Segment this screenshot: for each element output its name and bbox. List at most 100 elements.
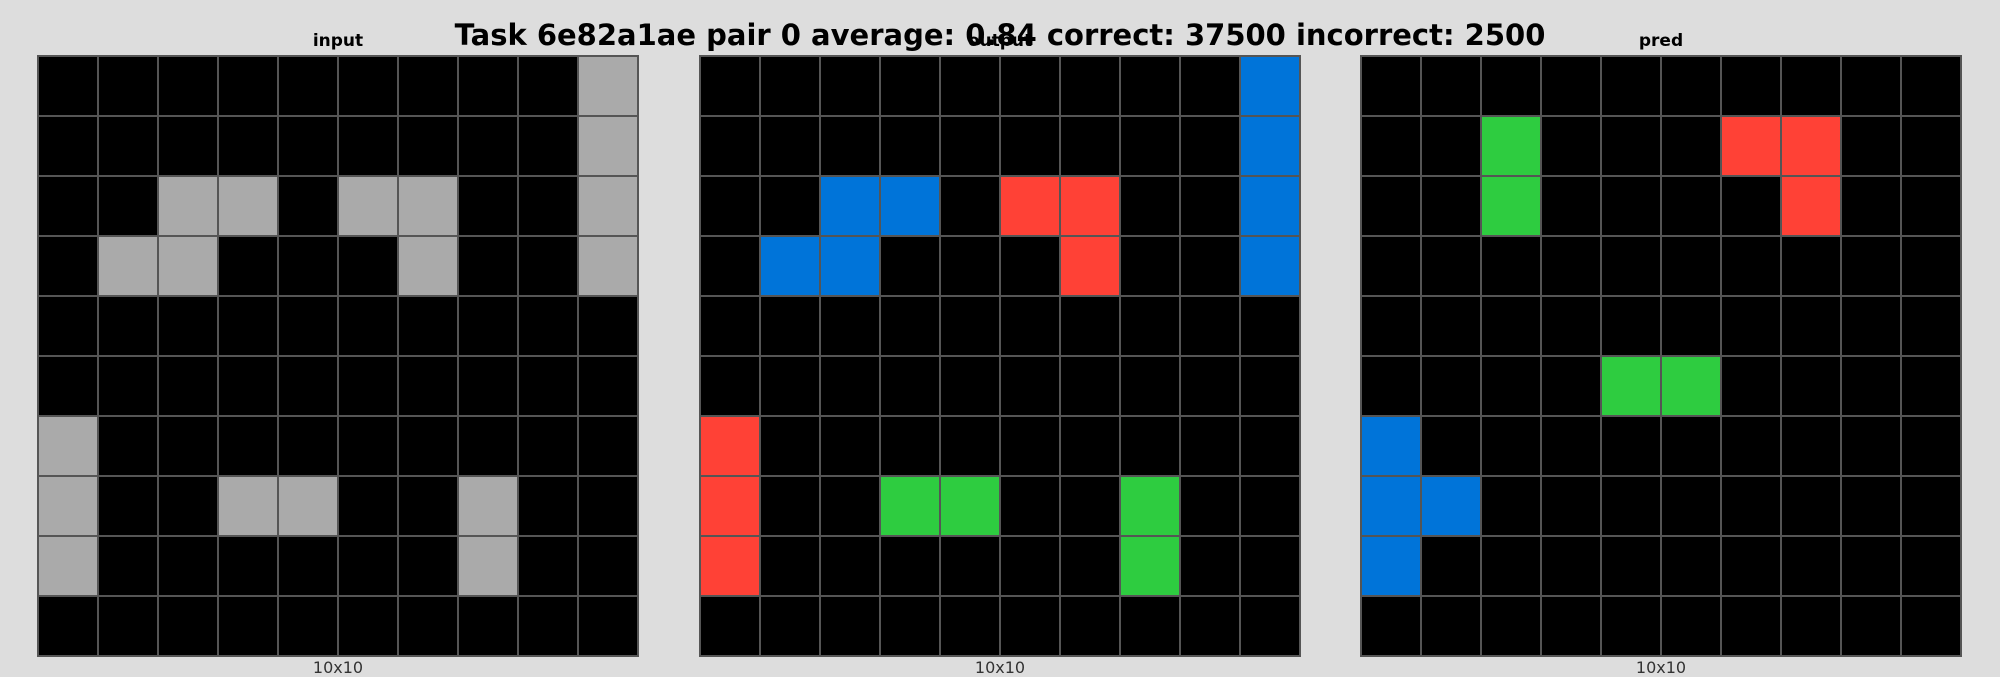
grid-cell — [1541, 416, 1601, 476]
grid-cell — [1421, 56, 1481, 116]
grid-cell — [38, 476, 98, 536]
grid-cell — [158, 236, 218, 296]
grid-cell — [518, 476, 578, 536]
grid-cell — [880, 296, 940, 356]
grid-cell — [1240, 536, 1300, 596]
grid-cell — [398, 356, 458, 416]
grid-cell — [1541, 56, 1601, 116]
grid-cell — [880, 596, 940, 656]
grid-cell — [578, 596, 638, 656]
grid-cell — [578, 476, 638, 536]
grid-cell — [578, 116, 638, 176]
grid-cell — [1661, 176, 1721, 236]
grid-cell — [1721, 56, 1781, 116]
grid-cell — [1120, 416, 1180, 476]
grid-cell — [278, 176, 338, 236]
grid-cell — [1781, 356, 1841, 416]
grid-cell — [278, 416, 338, 476]
grid-cell — [1060, 596, 1120, 656]
grid-cell — [1000, 176, 1060, 236]
grid-cell — [1721, 116, 1781, 176]
grid-cell — [278, 116, 338, 176]
grid-cell — [518, 176, 578, 236]
grid-cell — [1601, 116, 1661, 176]
grid-cell — [1481, 116, 1541, 176]
grid-cell — [880, 116, 940, 176]
grid-cell — [398, 116, 458, 176]
panel-title-input: input — [312, 31, 364, 51]
grid-cell — [398, 56, 458, 116]
grid-cell — [1481, 536, 1541, 596]
grid-cell — [398, 176, 458, 236]
grid-cell — [880, 416, 940, 476]
grid-cell — [158, 56, 218, 116]
grid-cell — [1180, 356, 1240, 416]
grid-cell — [218, 176, 278, 236]
grid-cell — [1060, 56, 1120, 116]
grid-cell — [1901, 296, 1961, 356]
grid-cell — [880, 236, 940, 296]
grid-cell — [760, 416, 820, 476]
grid-cell — [820, 596, 880, 656]
grid-cell — [338, 356, 398, 416]
grid-cell — [98, 476, 158, 536]
grid-cell — [1000, 536, 1060, 596]
grid-cell — [398, 416, 458, 476]
grid-cell — [218, 476, 278, 536]
grid-cell — [578, 56, 638, 116]
grid-cell — [1060, 476, 1120, 536]
grid-cell — [38, 536, 98, 596]
grid-cell — [158, 296, 218, 356]
grid-cell — [518, 596, 578, 656]
grid-cell — [1841, 296, 1901, 356]
grid-cell — [1721, 416, 1781, 476]
grid-cell — [820, 236, 880, 296]
grid-cell — [760, 296, 820, 356]
grid-cell — [940, 56, 1000, 116]
grid-cell — [940, 536, 1000, 596]
grid-cell — [700, 116, 760, 176]
grid-cell — [940, 176, 1000, 236]
grid-cell — [1481, 596, 1541, 656]
grid-cell — [1120, 596, 1180, 656]
grid-cell — [1601, 236, 1661, 296]
grid-cell — [1541, 116, 1601, 176]
grid-cell — [1781, 116, 1841, 176]
grid-cell — [1901, 416, 1961, 476]
grid-cell — [458, 356, 518, 416]
grid-cell — [1361, 116, 1421, 176]
grid-cell — [518, 236, 578, 296]
grid-cell — [1541, 536, 1601, 596]
grid-cell — [218, 56, 278, 116]
grid-cell — [1601, 296, 1661, 356]
grid-cell — [760, 356, 820, 416]
grid-cell — [1421, 416, 1481, 476]
grid-cell — [518, 56, 578, 116]
grid-cell — [820, 536, 880, 596]
grid-cell — [578, 416, 638, 476]
grid-cell — [458, 56, 518, 116]
grid-cell — [1240, 596, 1300, 656]
grid-cell — [1421, 356, 1481, 416]
grid-cell — [1060, 176, 1120, 236]
grid-cell — [760, 116, 820, 176]
grid-cell — [1841, 356, 1901, 416]
grid-cell — [700, 416, 760, 476]
grid-cell — [338, 176, 398, 236]
grid-cell — [1240, 416, 1300, 476]
grid-cell — [820, 56, 880, 116]
grid-cell — [1781, 56, 1841, 116]
grid-cell — [1240, 356, 1300, 416]
grid-cell — [1060, 416, 1120, 476]
grid-cell — [1000, 596, 1060, 656]
grid-cell — [1541, 476, 1601, 536]
grid-cell — [1060, 236, 1120, 296]
grid-cell — [578, 296, 638, 356]
grid-cell — [1421, 176, 1481, 236]
grid-cell — [1541, 236, 1601, 296]
grid-cell — [98, 116, 158, 176]
grid-cell — [1721, 356, 1781, 416]
grid-cell — [1000, 56, 1060, 116]
grid-cell — [1180, 416, 1240, 476]
grid-cell — [158, 536, 218, 596]
